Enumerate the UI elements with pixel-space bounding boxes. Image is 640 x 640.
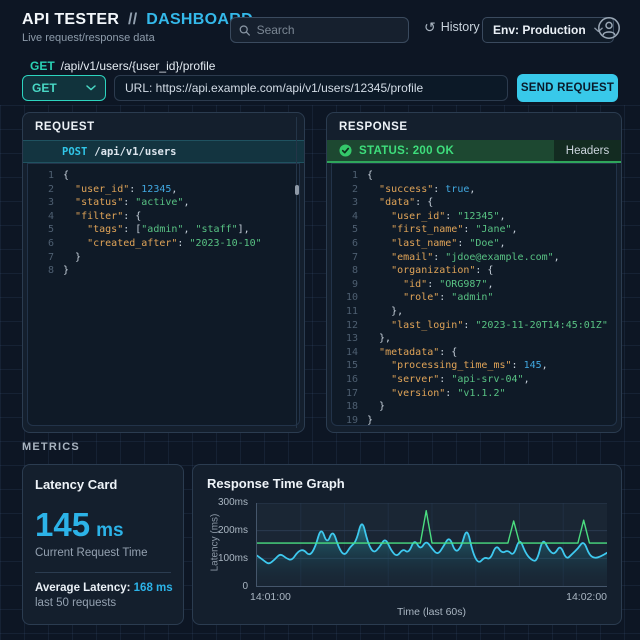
- top-bar: API TESTER // DASHBOARD Live request/res…: [0, 0, 640, 56]
- latency-unit: ms: [96, 520, 124, 541]
- latency-card-title: Latency Card: [35, 477, 118, 492]
- code-line: 3 "data": {: [351, 197, 434, 209]
- code-line: 2 "user_id": 12345,: [47, 183, 178, 195]
- send-request-button[interactable]: SEND REQUEST: [517, 74, 618, 102]
- latency-number: 145: [35, 506, 91, 543]
- breadcrumb: GET/api/v1/users/{user_id}/profile: [30, 59, 215, 73]
- scrollbar-track: [296, 117, 297, 428]
- scrollbar-thumb[interactable]: [295, 185, 299, 195]
- chart-plot-area: [256, 503, 607, 587]
- code-line: 10 "role": "admin": [345, 292, 494, 304]
- code-line: 4 "user_id": "12345",: [351, 210, 506, 222]
- page-subtitle: Live request/response data: [22, 32, 155, 44]
- breadcrumb-path: /api/v1/users/{user_id}/profile: [60, 59, 216, 73]
- latency-chart: [257, 503, 607, 586]
- request-panel-title: REQUEST: [35, 120, 95, 133]
- history-clock-icon: ↺: [424, 19, 436, 35]
- code-line: 3 "status": "active",: [47, 197, 190, 209]
- response-status-bar: STATUS: 200 OK Headers: [327, 140, 621, 163]
- x-tick-end: 14:02:00: [566, 591, 607, 603]
- average-latency-label: Average Latency:: [35, 582, 131, 594]
- code-line: 2 "success": true,: [351, 183, 476, 195]
- title-main: API TESTER: [22, 11, 120, 28]
- code-line: 19}: [345, 414, 374, 426]
- endpoint-method: POST: [62, 145, 88, 158]
- y-axis-label: Latency (ms): [209, 513, 221, 572]
- request-panel: REQUEST POST /api/v1/users 1{ 2 "user_id"…: [22, 112, 305, 433]
- user-icon: [598, 17, 620, 39]
- response-time-graph-card: Response Time Graph Latency (ms) 300ms 2…: [192, 464, 622, 625]
- code-line: 15 "processing_time_ms": 145,: [345, 360, 548, 372]
- y-tick: 0: [242, 581, 248, 592]
- request-endpoint-bar: POST /api/v1/users: [23, 140, 304, 163]
- code-line: 8 "organization": {: [351, 265, 494, 277]
- y-tick: 300ms: [217, 497, 248, 508]
- code-line: 14 "metadata": {: [345, 346, 458, 358]
- status-ok-segment: STATUS: 200 OK: [327, 140, 554, 161]
- response-panel: RESPONSE STATUS: 200 OK Headers 1{ 2 "suc…: [326, 112, 622, 433]
- x-axis-label: Time (last 60s): [396, 606, 467, 618]
- response-panel-title: RESPONSE: [339, 120, 408, 133]
- average-latency-row: Average Latency: 168 ms: [35, 582, 173, 594]
- history-label: History: [440, 20, 480, 34]
- history-button[interactable]: ↺ History: [424, 20, 480, 34]
- title-accent: DASHBOARD: [146, 11, 253, 28]
- code-line: 13 },: [345, 333, 392, 345]
- request-code-editor[interactable]: 1{ 2 "user_id": 12345, 3 "status": "active…: [27, 163, 300, 426]
- chevron-down-icon: [86, 85, 96, 91]
- code-line: 11 },: [345, 305, 404, 317]
- code-line: 17 "version": "v1.1.2": [345, 387, 506, 399]
- code-line: 7 "email": "jdoe@example.com",: [351, 251, 560, 263]
- method-dropdown[interactable]: GET: [22, 75, 106, 101]
- latency-card: Latency Card 145 ms Current Request Time…: [22, 464, 184, 625]
- method-dropdown-value: GET: [32, 81, 57, 95]
- status-badge: STATUS: 200 OK: [359, 144, 455, 157]
- code-line: 7 }: [47, 251, 82, 263]
- code-line: 18 }: [345, 401, 386, 413]
- response-code-viewer[interactable]: 1{ 2 "success": true, 3 "data": {4 "user_i…: [331, 163, 617, 426]
- code-line: 4 "filter": {: [47, 210, 142, 222]
- metrics-section-label: METRICS: [22, 441, 80, 453]
- x-tick-start: 14:01:00: [250, 591, 291, 603]
- page-title: API TESTER // DASHBOARD: [22, 11, 253, 29]
- env-selector[interactable]: Env: Production: [482, 17, 614, 43]
- check-circle-icon: [339, 144, 352, 157]
- average-latency-value: 168 ms: [133, 582, 173, 594]
- latency-caption: Current Request Time: [35, 547, 148, 559]
- code-line: 5 "tags": ["admin", "staff"],: [47, 224, 250, 236]
- breadcrumb-method: GET: [30, 59, 55, 73]
- title-separator: //: [127, 11, 138, 28]
- code-line: 6 "last_name": "Doe",: [351, 237, 506, 249]
- headers-tab[interactable]: Headers: [554, 140, 621, 161]
- code-line: 16 "server": "api-srv-04",: [345, 373, 530, 385]
- code-line: 1{: [351, 170, 374, 181]
- code-line: 8}: [47, 265, 70, 277]
- graph-title: Response Time Graph: [207, 476, 345, 491]
- endpoint-path: /api/v1/users: [94, 145, 177, 158]
- user-avatar[interactable]: [597, 16, 621, 40]
- average-latency-caption: last 50 requests: [35, 597, 117, 609]
- latency-value: 145 ms: [35, 508, 171, 542]
- code-line: 12 "last_login": "2023-11-20T14:45:01Z": [345, 319, 608, 331]
- divider: [35, 572, 171, 573]
- search-box[interactable]: [230, 17, 409, 43]
- code-line: 6 "created_after": "2023-10-10": [47, 237, 262, 249]
- code-line: 9 "id": "ORG987",: [351, 278, 494, 290]
- code-line: 1{: [47, 170, 70, 181]
- url-input[interactable]: [114, 75, 508, 101]
- chevron-down-icon: [593, 27, 603, 33]
- code-line: 5 "first_name": "Jane",: [351, 224, 518, 236]
- app-title-block: API TESTER // DASHBOARD Live request/res…: [22, 11, 253, 44]
- y-tick: 200ms: [217, 525, 248, 536]
- env-label: Env: Production: [493, 23, 586, 37]
- search-input[interactable]: [256, 23, 400, 37]
- y-tick: 100ms: [217, 553, 248, 564]
- search-icon: [239, 24, 250, 36]
